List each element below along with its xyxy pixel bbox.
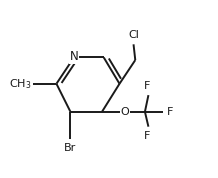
- Text: F: F: [144, 81, 151, 91]
- Text: F: F: [167, 107, 173, 117]
- Text: N: N: [70, 50, 78, 63]
- Text: Cl: Cl: [128, 30, 139, 40]
- Text: O: O: [120, 107, 129, 117]
- Text: F: F: [144, 130, 151, 140]
- Text: CH$_3$: CH$_3$: [9, 77, 31, 91]
- Text: Br: Br: [64, 143, 77, 153]
